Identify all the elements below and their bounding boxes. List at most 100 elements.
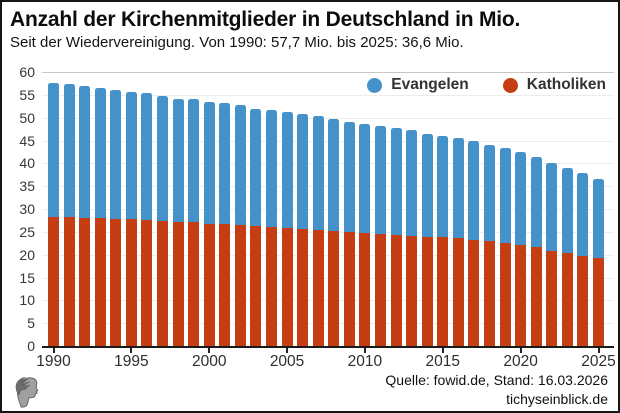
bar-2024-katholiken bbox=[577, 255, 589, 346]
bar-1993-evangelen bbox=[94, 88, 106, 219]
gridline-y-40 bbox=[42, 163, 614, 165]
bar-2016-katholiken bbox=[452, 238, 464, 346]
gridline-y-20 bbox=[42, 254, 614, 256]
bar-2000-katholiken bbox=[203, 223, 215, 346]
bar-1993-katholiken bbox=[94, 218, 106, 346]
bar-1990-katholiken bbox=[48, 216, 59, 346]
bar-2006-evangelen bbox=[297, 114, 309, 229]
bar-2017-katholiken bbox=[468, 239, 480, 346]
source-attribution: Quelle: fowid.de, Stand: 16.03.2026 tich… bbox=[385, 371, 608, 408]
bar-2009-katholiken bbox=[343, 232, 355, 346]
bar-2001-evangelen bbox=[219, 103, 231, 225]
bar-2007-evangelen bbox=[312, 116, 324, 230]
x-tick-2025 bbox=[597, 348, 600, 353]
bar-2009-evangelen bbox=[343, 121, 355, 233]
gridline-y-35 bbox=[42, 186, 614, 188]
bar-2013-katholiken bbox=[406, 235, 418, 346]
bar-2016-evangelen bbox=[452, 138, 464, 239]
bar-1995-evangelen bbox=[125, 91, 137, 220]
bar-2011-evangelen bbox=[375, 126, 386, 235]
x-axis-line bbox=[42, 346, 614, 348]
chart-subtitle: Seit der Wiedervereinigung. Von 1990: 57… bbox=[10, 34, 464, 51]
bar-2018-katholiken bbox=[484, 240, 495, 346]
y-tick-label-50: 50 bbox=[19, 109, 35, 126]
x-tick-label-2020: 2020 bbox=[503, 353, 538, 370]
bar-1994-katholiken bbox=[110, 218, 122, 346]
bar-2004-evangelen bbox=[266, 110, 277, 228]
bar-1998-katholiken bbox=[172, 221, 184, 346]
bar-2003-katholiken bbox=[250, 226, 262, 346]
gridline-y-10 bbox=[42, 300, 614, 302]
y-tick-label-45: 45 bbox=[19, 132, 35, 149]
x-tick-2020 bbox=[519, 348, 522, 353]
bar-2021-evangelen bbox=[530, 157, 542, 248]
gridline-y-60 bbox=[42, 72, 614, 73]
x-tick-label-2010: 2010 bbox=[347, 353, 383, 370]
x-tick-label-1995: 1995 bbox=[114, 353, 149, 370]
chart-title: Anzahl der Kirchenmitglieder in Deutschl… bbox=[10, 8, 521, 31]
bar-1995-katholiken bbox=[125, 219, 137, 346]
bar-2022-katholiken bbox=[546, 250, 558, 346]
bar-2019-evangelen bbox=[499, 148, 511, 243]
x-tick-2015 bbox=[441, 348, 444, 353]
site-line: tichyseinblick.de bbox=[506, 390, 608, 407]
bar-2015-katholiken bbox=[437, 237, 449, 346]
x-tick-1995 bbox=[130, 348, 133, 353]
x-tick-label-2000: 2000 bbox=[191, 353, 227, 370]
x-tick-label-1990: 1990 bbox=[36, 353, 71, 370]
x-tick-2000 bbox=[208, 348, 211, 353]
bar-2004-katholiken bbox=[266, 227, 277, 346]
bar-2000-evangelen bbox=[203, 102, 215, 224]
y-tick-label-20: 20 bbox=[19, 246, 35, 263]
bar-1996-evangelen bbox=[141, 93, 153, 220]
gridline-y-15 bbox=[42, 277, 614, 279]
plot-area bbox=[42, 72, 614, 346]
bar-2012-evangelen bbox=[390, 128, 402, 236]
bar-2015-evangelen bbox=[437, 135, 449, 238]
bar-2014-evangelen bbox=[421, 133, 433, 237]
bar-2002-katholiken bbox=[234, 224, 246, 346]
bar-2025-katholiken bbox=[593, 258, 604, 346]
y-axis-labels: 0 5 10 15 20 25 30 35 40 45 50 55 60 bbox=[2, 64, 35, 354]
y-tick-label-0: 0 bbox=[27, 338, 35, 354]
bar-2011-katholiken bbox=[375, 234, 386, 346]
bar-2005-katholiken bbox=[281, 227, 293, 346]
bar-2006-katholiken bbox=[297, 228, 309, 346]
bar-2010-katholiken bbox=[359, 233, 371, 346]
source-line: Quelle: fowid.de, Stand: 16.03.2026 bbox=[385, 372, 608, 388]
bar-2019-katholiken bbox=[499, 242, 511, 346]
bar-2012-katholiken bbox=[390, 235, 402, 346]
gridline-y-5 bbox=[42, 323, 614, 325]
y-tick-label-55: 55 bbox=[19, 86, 35, 103]
x-tick-label-2025: 2025 bbox=[581, 353, 616, 370]
bar-2003-evangelen bbox=[250, 108, 262, 227]
bar-2007-katholiken bbox=[312, 229, 324, 346]
bar-2022-evangelen bbox=[546, 162, 558, 251]
x-tick-label-2015: 2015 bbox=[425, 353, 461, 370]
bar-2023-evangelen bbox=[561, 168, 573, 254]
bar-1990-evangelen bbox=[48, 82, 59, 217]
bar-2018-evangelen bbox=[484, 144, 495, 241]
gridline-y-50 bbox=[42, 117, 614, 119]
y-tick-label-5: 5 bbox=[27, 315, 35, 332]
bar-1992-evangelen bbox=[79, 85, 91, 218]
bar-1999-evangelen bbox=[188, 99, 200, 223]
bar-2021-katholiken bbox=[530, 247, 542, 346]
y-tick-label-15: 15 bbox=[19, 269, 35, 286]
x-tick-2005 bbox=[286, 348, 289, 353]
bar-2024-evangelen bbox=[577, 173, 589, 256]
y-tick-label-10: 10 bbox=[19, 292, 35, 309]
bar-1998-evangelen bbox=[172, 98, 184, 222]
x-tick-2010 bbox=[363, 348, 366, 353]
tichys-einblick-logo bbox=[15, 376, 39, 408]
x-tick-1990 bbox=[52, 348, 55, 353]
bar-2017-evangelen bbox=[468, 141, 480, 240]
bar-2010-evangelen bbox=[359, 124, 371, 234]
bar-1997-evangelen bbox=[157, 95, 168, 221]
bar-1992-katholiken bbox=[79, 217, 91, 346]
bar-2014-katholiken bbox=[421, 236, 433, 346]
bar-1991-evangelen bbox=[63, 83, 75, 218]
bar-1996-katholiken bbox=[141, 219, 153, 346]
gridline-y-45 bbox=[42, 140, 614, 142]
